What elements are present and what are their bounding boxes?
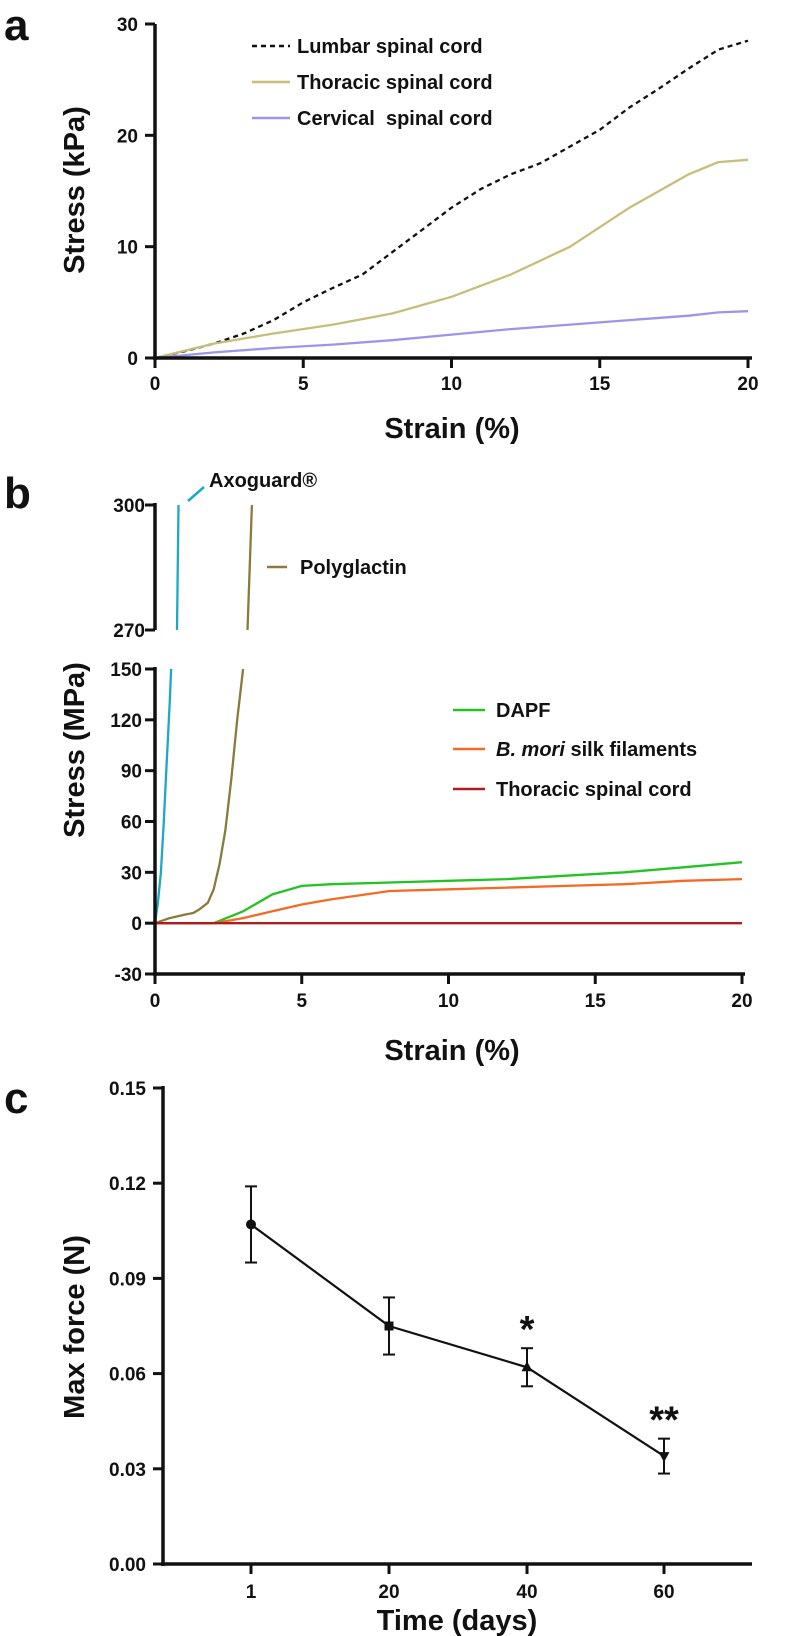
legend-label-thoracic: Thoracic spinal cord <box>297 72 493 94</box>
panel-a-x-label: Strain (%) <box>384 413 519 445</box>
y-tick-label: 60 <box>121 813 142 834</box>
y-tick-label: 0 <box>131 914 142 935</box>
data-point-group <box>245 1185 257 1264</box>
y-tick-label: 0.00 <box>109 1555 146 1576</box>
legend-label-dapf: DAPF <box>496 700 550 722</box>
y-tick-label: 120 <box>110 711 142 732</box>
series-line-thoracic-spinal-cord <box>154 158 749 360</box>
x-tick-label: 10 <box>441 374 462 395</box>
panel-c: c *** 0.000.030.060.090.120.151 20 40 60 Ti… <box>4 1074 752 1636</box>
x-tick-label: 15 <box>585 991 607 1012</box>
x-tick-label: 20 <box>378 1582 399 1603</box>
legend-label-bmori-italic: B. mori <box>496 739 565 761</box>
series-line-max-force <box>250 1223 665 1458</box>
series-line-polyglactin <box>154 668 245 925</box>
legend-label-bmori: B. mori silk filaments <box>496 739 697 761</box>
series-line-polyglactin-upper <box>246 504 254 631</box>
data-point-group: ** <box>649 1400 679 1475</box>
data-point-marker <box>384 1321 394 1331</box>
legend-label-thoracic-b: Thoracic spinal cord <box>496 779 692 801</box>
series-line-axoguard <box>153 668 173 924</box>
x-tick-label: 60 <box>653 1582 674 1603</box>
y-tick-label: 150 <box>110 660 142 681</box>
series-line-cervical-spinal-cord <box>154 310 749 360</box>
panel-b-marks <box>153 504 743 925</box>
panel-c-letter: c <box>4 1074 28 1123</box>
panel-b-ticks: 0 5 10 15 20 -30 0 30 60 90 120 150 270 300 <box>110 496 752 1012</box>
x-tick-label: 20 <box>731 991 752 1012</box>
x-tick-label: 5 <box>298 374 309 395</box>
panel-a-y-label: Stress (kPa) <box>59 106 91 274</box>
panel-c-x-label: Time (days) <box>377 1605 538 1636</box>
x-tick-label: 1 <box>246 1582 257 1603</box>
data-point-group: * <box>520 1309 535 1388</box>
panel-c-marks: *** <box>245 1185 679 1475</box>
y-tick-label: 0.15 <box>109 1079 146 1100</box>
data-point-marker <box>521 1361 533 1372</box>
y-tick-label: 30 <box>121 863 142 884</box>
panel-b-x-label: Strain (%) <box>384 1035 519 1067</box>
y-tick-label: 0.03 <box>109 1460 146 1481</box>
significance-marker: ** <box>649 1400 679 1442</box>
panel-b-y-label: Stress (MPa) <box>59 662 91 838</box>
panel-a-marks <box>154 39 749 360</box>
panel-b: b 0 5 10 15 20 -30 0 30 60 90 120 150 270 300 Strain … <box>4 469 753 1067</box>
x-tick-label: 0 <box>150 991 161 1012</box>
data-point-marker <box>658 1452 670 1463</box>
y-tick-label: 30 <box>117 15 138 36</box>
x-tick-label: 5 <box>296 991 307 1012</box>
y-tick-label: 0.09 <box>109 1269 146 1290</box>
legend-label-cervical: Cervical spinal cord <box>297 108 493 130</box>
x-tick-label: 15 <box>589 374 611 395</box>
y-tick-label: 0 <box>127 349 138 370</box>
panel-a-letter: a <box>4 1 29 50</box>
y-tick-label: 0.06 <box>109 1365 146 1386</box>
axoguard-annotation: Axoguard® <box>209 470 317 492</box>
y-tick-label: 270 <box>113 621 145 642</box>
series-line-dapf <box>155 861 743 925</box>
series-line-b-mori-silk-filaments <box>155 877 743 925</box>
x-tick-label: 10 <box>438 991 459 1012</box>
panel-c-y-label: Max force (N) <box>59 1235 91 1419</box>
panel-c-ticks: 0.00 0.03 0.06 0.09 0.12 0.15 1 20 40 60 <box>109 1079 675 1603</box>
y-tick-label: 0.12 <box>109 1174 146 1195</box>
panel-a: a 0 5 10 15 20 0 10 20 30 Strain (%) Stress (kPa… <box>4 1 759 445</box>
legend-label-lumbar: Lumbar spinal cord <box>297 36 483 58</box>
panel-a-ticks: 0 5 10 15 20 0 10 20 30 <box>117 15 759 395</box>
axoguard-annotation-leader <box>187 486 205 502</box>
legend-label-bmori-rest: silk filaments <box>565 739 697 761</box>
polyglactin-annotation: Polyglactin <box>300 557 407 579</box>
panel-b-legend: DAPF B. mori silk filaments Thoracic spi… <box>453 700 697 801</box>
y-tick-label: 10 <box>117 238 138 259</box>
y-tick-label: -30 <box>115 965 142 986</box>
panel-a-legend: Lumbar spinal cord Thoracic spinal cord … <box>252 36 493 130</box>
data-point-marker <box>246 1219 256 1230</box>
series-line-lumbar-spinal-cord <box>154 39 749 360</box>
panel-b-letter: b <box>4 469 31 518</box>
y-tick-label: 20 <box>117 126 138 147</box>
y-tick-label: 90 <box>121 762 142 783</box>
x-tick-label: 40 <box>516 1582 537 1603</box>
x-tick-label: 20 <box>737 374 758 395</box>
series-line-axoguard-upper <box>175 504 180 631</box>
x-tick-label: 0 <box>150 374 161 395</box>
significance-marker: * <box>520 1309 535 1351</box>
y-tick-label: 300 <box>113 496 145 517</box>
data-point-group <box>383 1296 395 1356</box>
